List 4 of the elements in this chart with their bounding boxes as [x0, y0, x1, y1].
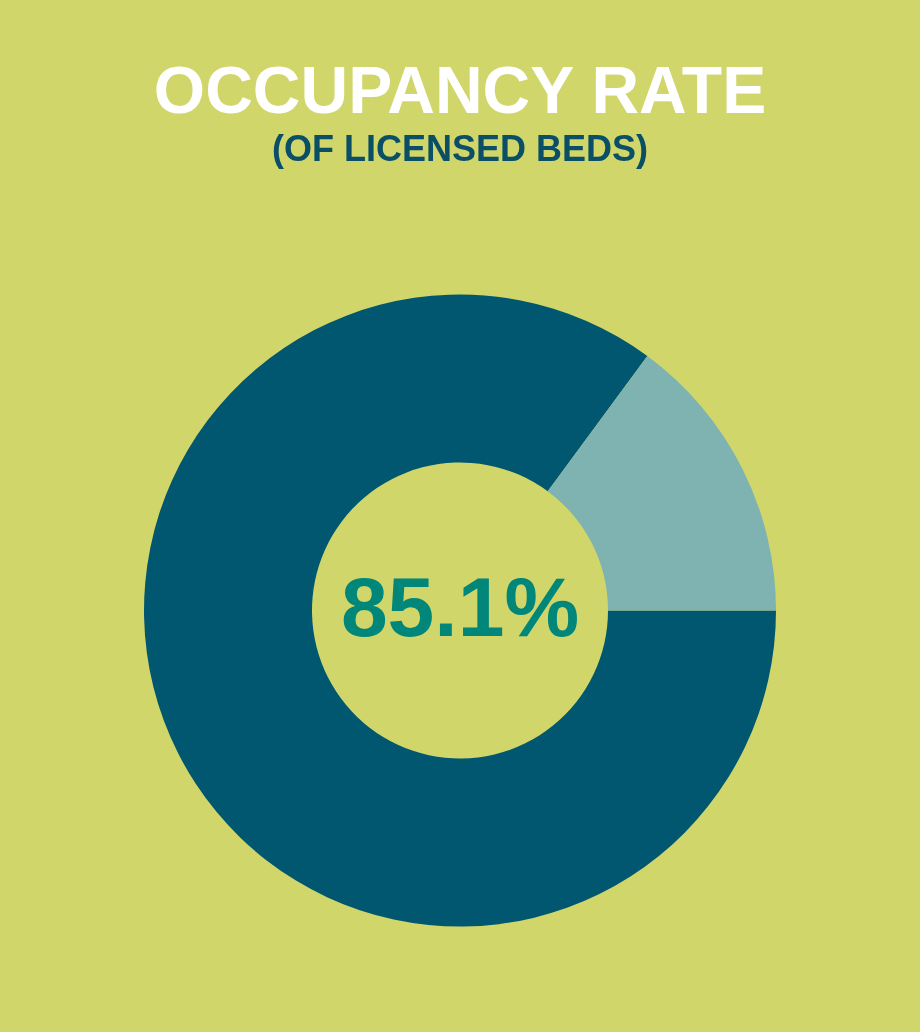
chart-subtitle: (OF LICENSED BEDS) — [271, 128, 649, 169]
data-label: 85.1% — [340, 559, 580, 654]
donut-slice — [144, 294, 776, 927]
chart-title: OCCUPANCY RATE — [153, 53, 767, 127]
